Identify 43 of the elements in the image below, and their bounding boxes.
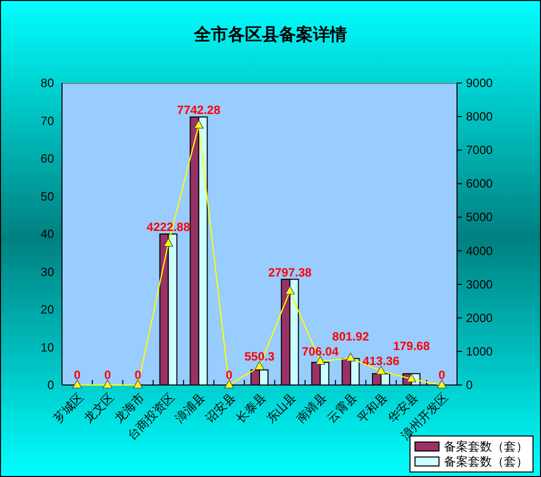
chart-title: 全市各区县备案详情 [193, 24, 347, 44]
y-tick-label: 40 [40, 227, 54, 241]
point [315, 356, 326, 365]
y-tick-label: 60 [40, 152, 54, 166]
point [346, 352, 356, 362]
y2-tick-label: 0 [466, 378, 473, 392]
point [133, 380, 143, 388]
data-label: 413.36 [362, 354, 400, 368]
y2-tick-label: 8000 [466, 110, 494, 124]
point [406, 374, 416, 382]
legend-label: 备案套数（套） [444, 454, 528, 468]
point [285, 286, 295, 294]
point [72, 380, 82, 388]
data-label: 2797.38 [268, 265, 312, 280]
data-label: 0 [74, 368, 81, 382]
data-label: 0 [104, 368, 112, 382]
legend-label: 备案套数（套） [444, 440, 528, 454]
y2-tick-label: 2000 [466, 310, 494, 325]
y2-tick-label: 7000 [466, 143, 494, 158]
point [164, 238, 174, 247]
point [102, 380, 112, 388]
y2-tick-label: 9000 [466, 76, 494, 90]
y2-tick-label: 6000 [466, 176, 494, 191]
y2-tick-label: 1000 [466, 344, 494, 358]
data-label: 801.92 [332, 329, 370, 344]
point [194, 120, 204, 129]
point [437, 380, 447, 388]
data-label: 179.68 [393, 339, 430, 354]
y2-tick-label: 5000 [466, 210, 494, 224]
y2-tick-label: 3000 [466, 277, 494, 292]
y-tick-label: 0 [47, 378, 54, 392]
point [376, 366, 386, 374]
point [254, 361, 264, 370]
y-tick-label: 30 [40, 264, 54, 279]
data-label: 0 [438, 368, 446, 382]
y-tick-label: 70 [40, 114, 54, 128]
y-tick-label: 50 [40, 189, 54, 204]
y-tick-label: 80 [40, 76, 54, 90]
y-tick-label: 20 [40, 302, 54, 316]
data-label: 7742.28 [177, 102, 221, 117]
y2-tick-label: 4000 [466, 244, 494, 258]
y-tick-label: 10 [40, 340, 54, 354]
point [224, 380, 234, 388]
